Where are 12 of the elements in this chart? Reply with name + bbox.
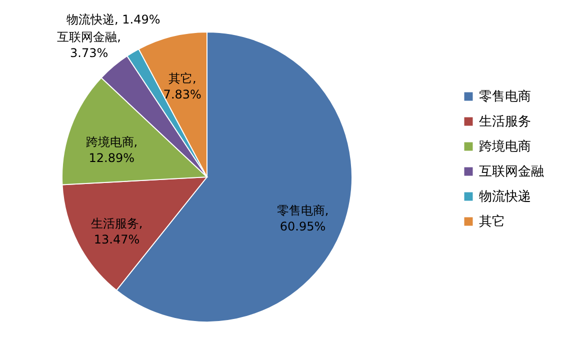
data-label: 零售电商, 60.95% [276,204,329,234]
legend-label: 跨境电商 [479,138,531,154]
data-label: 生活服务, 13.47% [90,216,143,246]
data-label: 其它, 7.83% [163,72,202,102]
data-label: 物流快递, 1.49% [66,12,160,27]
legend-label: 互联网金融 [479,164,544,180]
legend-label: 物流快递 [479,188,531,204]
legend-label: 生活服务 [479,114,531,130]
legend-label: 零售电商 [479,90,531,104]
data-label: 互联网金融, 3.73% [57,30,121,60]
data-label: 跨境电商, 12.89% [86,135,138,166]
legend-label: 其它 [479,214,505,230]
